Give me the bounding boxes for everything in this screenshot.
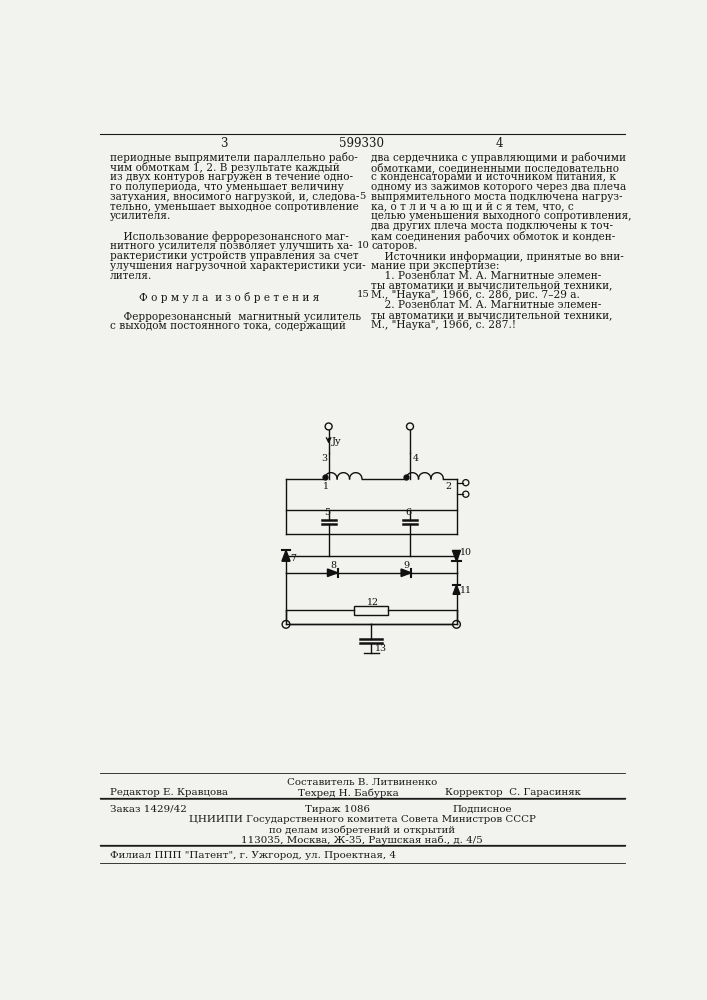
Text: Корректор  С. Гарасиняк: Корректор С. Гарасиняк [445, 788, 580, 797]
Text: Редактор Е. Кравцова: Редактор Е. Кравцова [110, 788, 228, 797]
Text: Техред Н. Бабурка: Техред Н. Бабурка [298, 788, 398, 798]
Text: 7: 7 [290, 554, 296, 563]
Text: Составитель В. Литвиненко: Составитель В. Литвиненко [287, 778, 437, 787]
Text: ты автоматики и вычислительной техники,: ты автоматики и вычислительной техники, [371, 310, 613, 320]
Text: М., "Наука", 1966, с. 286, рис. 7–29 а.: М., "Наука", 1966, с. 286, рис. 7–29 а. [371, 290, 580, 300]
Text: М., "Наука", 1966, с. 287.!: М., "Наука", 1966, с. 287.! [371, 320, 516, 330]
Text: ка, о т л и ч а ю щ и й с я тем, что, с: ка, о т л и ч а ю щ и й с я тем, что, с [371, 202, 574, 212]
Text: два сердечника с управляющими и рабочими: два сердечника с управляющими и рабочими [371, 152, 626, 163]
Text: Феррорезонансный  магнитный усилитель: Феррорезонансный магнитный усилитель [110, 312, 361, 322]
Text: из двух контуров нагружен в течение одно-: из двух контуров нагружен в течение одно… [110, 172, 353, 182]
Text: мание при экспертизе:: мание при экспертизе: [371, 261, 500, 271]
Text: нитного усилителя позволяет улучшить ха-: нитного усилителя позволяет улучшить ха- [110, 241, 353, 251]
Text: 6: 6 [405, 508, 411, 517]
Text: выпрямительного моста подключена нагруз-: выпрямительного моста подключена нагруз- [371, 192, 623, 202]
Text: 15: 15 [356, 290, 369, 299]
Bar [354, 606, 388, 615]
Text: Подписное: Подписное [452, 805, 512, 814]
Text: саторов.: саторов. [371, 241, 418, 251]
Text: 3: 3 [321, 454, 327, 463]
Text: с конденсаторами и источником питания, к: с конденсаторами и источником питания, к [371, 172, 617, 182]
Text: улучшения нагрузочной характеристики уси-: улучшения нагрузочной характеристики уси… [110, 261, 366, 271]
Polygon shape [453, 585, 460, 594]
Text: Ф о р м у л а  и з о б р е т е н и я: Ф о р м у л а и з о б р е т е н и я [139, 292, 319, 303]
Text: 10: 10 [356, 241, 369, 250]
Text: 599330: 599330 [339, 137, 385, 150]
Polygon shape [452, 550, 460, 561]
Text: 11: 11 [460, 586, 472, 595]
Text: 5: 5 [360, 192, 366, 201]
Text: Jу: Jу [332, 437, 341, 446]
Text: рактеристики устройств управления за счет: рактеристики устройств управления за сче… [110, 251, 358, 261]
Text: 2. Розенблат М. А. Магнитные элемен-: 2. Розенблат М. А. Магнитные элемен- [371, 300, 602, 310]
Text: Источники информации, принятые во вни-: Источники информации, принятые во вни- [371, 251, 624, 262]
Text: Использование феррорезонансного маг-: Использование феррорезонансного маг- [110, 231, 349, 242]
Text: одному из зажимов которого через два плеча: одному из зажимов которого через два пле… [371, 182, 626, 192]
Text: Тираж 1086: Тираж 1086 [305, 805, 370, 814]
Text: 113035, Москва, Ж-35, Раушская наб., д. 4/5: 113035, Москва, Ж-35, Раушская наб., д. … [241, 835, 483, 845]
Text: обмотками, соединенными последовательно: обмотками, соединенными последовательно [371, 162, 619, 173]
Text: го полупериода, что уменьшает величину: го полупериода, что уменьшает величину [110, 182, 344, 192]
Text: ты автоматики и вычислительной техники,: ты автоматики и вычислительной техники, [371, 280, 613, 290]
Polygon shape [327, 569, 337, 577]
Text: Филиал ППП "Патент", г. Ужгород, ул. Проектная, 4: Филиал ППП "Патент", г. Ужгород, ул. Про… [110, 852, 396, 860]
Text: чим обмоткам 1, 2. В результате каждый: чим обмоткам 1, 2. В результате каждый [110, 162, 340, 173]
Text: 2: 2 [445, 482, 451, 491]
Text: с выходом постоянного тока, содержащий: с выходом постоянного тока, содержащий [110, 321, 346, 331]
Text: затухания, вносимого нагрузкой, и, следова-: затухания, вносимого нагрузкой, и, следо… [110, 192, 359, 202]
Text: 4: 4 [412, 454, 419, 463]
Text: кам соединения рабочих обмоток и конден-: кам соединения рабочих обмоток и конден- [371, 231, 616, 242]
Text: ЦНИИПИ Государственного комитета Совета Министров СССР: ЦНИИПИ Государственного комитета Совета … [189, 815, 535, 824]
Text: 1. Розенблат М. А. Магнитные элемен-: 1. Розенблат М. А. Магнитные элемен- [371, 271, 602, 281]
Text: лителя.: лителя. [110, 271, 153, 281]
Text: 10: 10 [460, 548, 472, 557]
Polygon shape [401, 569, 411, 577]
Text: по делам изобретений и открытий: по делам изобретений и открытий [269, 825, 455, 835]
Polygon shape [282, 550, 290, 561]
Text: 4: 4 [496, 137, 503, 150]
Text: 5: 5 [324, 508, 330, 517]
Text: два других плеча моста подключены к точ-: два других плеча моста подключены к точ- [371, 221, 613, 231]
Text: тельно, уменьшает выходное сопротивление: тельно, уменьшает выходное сопротивление [110, 202, 359, 212]
Text: 8: 8 [330, 561, 336, 570]
Text: 1: 1 [323, 482, 329, 491]
Text: 9: 9 [404, 561, 410, 570]
Text: Заказ 1429/42: Заказ 1429/42 [110, 805, 187, 814]
Text: целью уменьшения выходного сопротивления,: целью уменьшения выходного сопротивления… [371, 211, 632, 221]
Text: 12: 12 [368, 598, 380, 607]
Text: усилителя.: усилителя. [110, 211, 172, 221]
Text: периодные выпрямители параллельно рабо-: периодные выпрямители параллельно рабо- [110, 152, 358, 163]
Text: 13: 13 [375, 644, 387, 653]
Text: 3: 3 [221, 137, 228, 150]
